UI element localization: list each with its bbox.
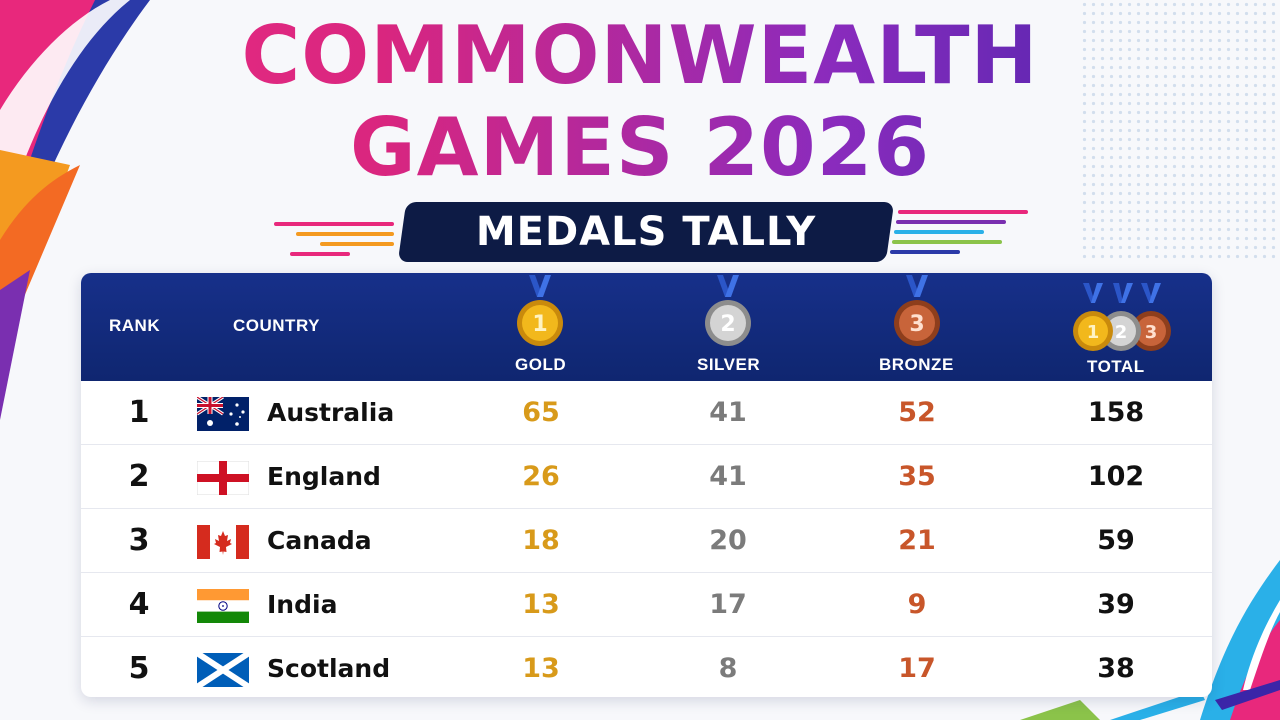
total-count: 59 [1097, 525, 1135, 556]
svg-text:1: 1 [1087, 322, 1100, 343]
decor-streak [896, 220, 1006, 224]
gold-count: 13 [522, 589, 560, 620]
title-block: COMMONWEALTH GAMES 2026 [0, 10, 1280, 194]
decor-streak [898, 210, 1028, 214]
decor-streak [894, 230, 984, 234]
table-row: 4 India 13 17 9 39 [81, 573, 1212, 637]
country-name: India [267, 590, 338, 619]
canada-flag-icon [197, 525, 249, 559]
gold-medal-number: 1 [532, 312, 547, 337]
column-header-silver: SILVER [697, 355, 761, 374]
silver-count: 17 [709, 589, 747, 620]
gold-count: 18 [522, 525, 560, 556]
silver-count: 41 [709, 461, 747, 492]
table-row: 1 Australia 65 41 52 158 [81, 381, 1212, 445]
silver-count: 41 [709, 397, 747, 428]
table-row: 5 Scotland 13 8 17 38 [81, 637, 1212, 697]
halftone-dots-decoration [1080, 0, 1280, 260]
bronze-count: 52 [898, 397, 936, 428]
scotland-flag-icon [197, 653, 249, 687]
silver-count: 8 [718, 653, 738, 684]
gold-count: 26 [522, 461, 560, 492]
rank-cell: 5 [128, 651, 150, 686]
india-flag-icon [197, 589, 249, 623]
decor-streak [296, 232, 394, 236]
gold-count: 65 [522, 397, 560, 428]
bronze-medal-icon: 3 [892, 275, 942, 349]
column-header-country: COUNTRY [233, 316, 320, 335]
country-name: Scotland [267, 654, 391, 683]
subtitle-text: MEDALS TALLY [475, 209, 817, 255]
column-header-bronze: BRONZE [879, 355, 954, 374]
title-line-2: GAMES 2026 [0, 102, 1280, 194]
decor-streak [274, 222, 394, 226]
rank-cell: 1 [128, 395, 150, 430]
total-count: 38 [1097, 653, 1135, 684]
medals-table: RANK COUNTRY 1 GOLD 2 SILVER [81, 273, 1212, 697]
gold-count: 13 [522, 653, 560, 684]
total-medals-icon: 3 2 1 [1057, 283, 1177, 363]
country-name: Canada [267, 526, 372, 555]
table-header: RANK COUNTRY 1 GOLD 2 SILVER [81, 273, 1212, 381]
decor-streak [320, 242, 394, 246]
table-row: 2 England 26 41 35 102 [81, 445, 1212, 509]
silver-count: 20 [709, 525, 747, 556]
column-header-rank: RANK [109, 316, 161, 335]
silver-medal-icon: 2 [703, 275, 753, 349]
australia-flag-icon [197, 397, 249, 431]
table-row: 3 Canada 18 20 21 59 [81, 509, 1212, 573]
total-count: 102 [1087, 461, 1145, 492]
bronze-count: 17 [898, 653, 936, 684]
gold-medal-icon: 1 [515, 275, 565, 349]
rank-cell: 2 [128, 459, 150, 494]
subtitle-banner-row: MEDALS TALLY [0, 202, 1280, 262]
total-count: 39 [1097, 589, 1135, 620]
svg-text:2: 2 [1115, 322, 1128, 343]
country-name: Australia [267, 398, 395, 427]
column-header-gold: GOLD [515, 355, 567, 374]
decor-streak [290, 252, 350, 256]
column-header-total: TOTAL [1087, 357, 1145, 376]
bronze-count: 9 [907, 589, 927, 620]
decor-streak [890, 250, 960, 254]
bronze-count: 35 [898, 461, 936, 492]
country-name: England [267, 462, 381, 491]
bronze-count: 21 [898, 525, 936, 556]
title-line-1: COMMONWEALTH [0, 10, 1280, 102]
rank-cell: 4 [128, 587, 150, 622]
svg-text:3: 3 [1145, 322, 1158, 343]
decor-streak [892, 240, 1002, 244]
bronze-medal-number: 3 [909, 312, 924, 337]
silver-medal-number: 2 [720, 312, 735, 337]
total-count: 158 [1087, 397, 1145, 428]
england-flag-icon [197, 461, 249, 495]
rank-cell: 3 [128, 523, 150, 558]
